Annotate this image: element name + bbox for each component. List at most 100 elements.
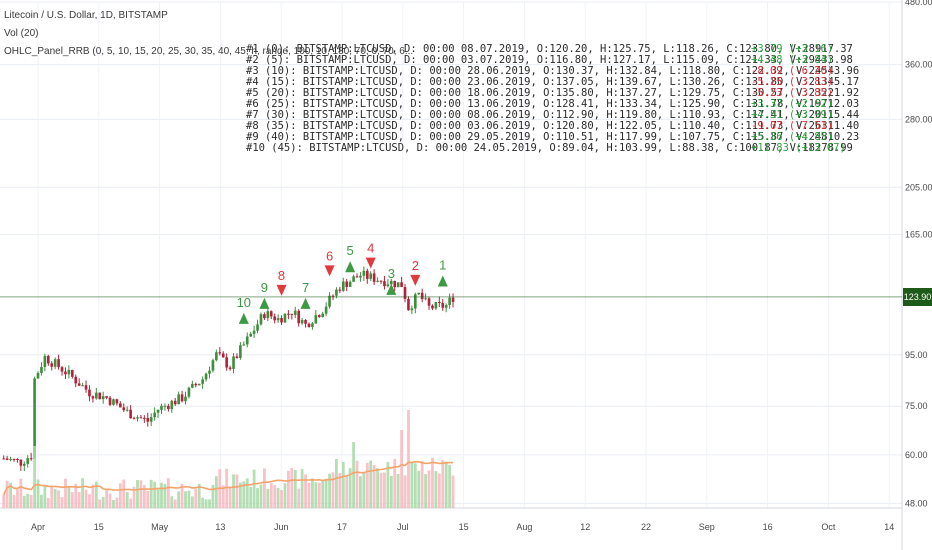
volume-bar xyxy=(112,499,115,508)
volume-bar xyxy=(29,494,33,508)
panel-row-change: -5.25 (-3.83) xyxy=(751,76,834,88)
candle-body xyxy=(396,282,400,288)
volume-bar xyxy=(9,482,12,508)
marker-label: 7 xyxy=(302,280,309,295)
candle-body xyxy=(400,282,403,288)
volume-bar xyxy=(211,484,215,508)
volume-bar xyxy=(170,496,174,508)
candle-body xyxy=(16,459,19,461)
candle-body xyxy=(314,315,318,324)
candle-body xyxy=(112,399,115,405)
candle-body xyxy=(163,405,167,407)
volume-bar xyxy=(341,461,345,508)
volume-bar xyxy=(338,473,342,508)
x-tick-label: 15 xyxy=(94,522,104,532)
panel-row-change: +3.37 (+2.62) xyxy=(751,98,834,110)
candle-body xyxy=(53,359,57,367)
panel-row-change: +11.83 (+13.07) xyxy=(751,142,846,154)
candle-body xyxy=(46,355,50,364)
volume-bar xyxy=(153,481,157,508)
panel-row-change: -5.23 (-3.85) xyxy=(751,87,834,99)
volume-bar xyxy=(293,469,297,508)
candle-body xyxy=(12,458,16,460)
candle-body xyxy=(84,385,88,390)
candle-body xyxy=(232,356,235,369)
volume-bar xyxy=(276,487,280,508)
panel-row: #4 (15): BITSTAMP:LTCUSD, D: 00:00 23.06… xyxy=(246,77,859,88)
candle-body xyxy=(451,297,455,302)
volume-bar xyxy=(173,499,177,508)
volume-bar xyxy=(125,492,129,508)
x-tick-label: 22 xyxy=(641,522,651,532)
candle-body xyxy=(287,313,290,315)
y-tick-label: 205.00 xyxy=(905,182,932,192)
candle-body xyxy=(359,275,362,278)
panel-row: #7 (30): BITSTAMP:LTCUSD, D: 00:00 08.06… xyxy=(246,110,859,121)
candle-body xyxy=(101,396,105,400)
volume-bar xyxy=(180,483,184,508)
volume-bar xyxy=(413,463,417,508)
candle-body xyxy=(173,400,177,405)
x-tick-label: May xyxy=(151,522,169,532)
volume-bar xyxy=(60,497,64,508)
candle-body xyxy=(369,273,373,279)
candle-body xyxy=(170,400,174,410)
candle-body xyxy=(307,323,311,328)
volume-bar xyxy=(245,478,249,508)
volume-bar xyxy=(139,480,143,508)
panel-row: #3 (10): BITSTAMP:LTCUSD, D: 00:00 28.06… xyxy=(246,66,859,77)
y-tick-label: 280.00 xyxy=(905,114,932,124)
candle-body xyxy=(376,280,379,282)
volume-bar xyxy=(273,485,277,508)
candle-body xyxy=(431,305,434,309)
candle-body xyxy=(417,292,421,295)
marker-up-arrow xyxy=(345,261,356,273)
candle-body xyxy=(180,394,184,402)
volume-bar xyxy=(427,470,431,508)
candle-body xyxy=(81,385,84,387)
panel-row-text: #3 (10): BITSTAMP:LTCUSD, D: 00:00 28.06… xyxy=(246,65,860,77)
volume-bar xyxy=(283,483,287,508)
candle-body xyxy=(132,418,136,420)
candle-body xyxy=(441,302,445,308)
candle-body xyxy=(331,295,335,297)
candle-body xyxy=(290,313,294,315)
volume-bar xyxy=(345,476,349,508)
candle-body xyxy=(105,396,108,398)
volume-bar xyxy=(362,472,366,508)
volume-bar xyxy=(235,474,239,508)
candle-body xyxy=(280,317,283,323)
volume-bar xyxy=(105,489,109,508)
volume-bar xyxy=(256,488,259,508)
volume-bar xyxy=(197,483,201,508)
marker-label: 9 xyxy=(261,280,268,295)
volume-bar xyxy=(262,468,266,508)
candle-body xyxy=(273,316,276,321)
volume-bar xyxy=(94,481,98,508)
candle-body xyxy=(67,369,71,375)
candle-body xyxy=(36,373,40,379)
volume-bar xyxy=(376,468,379,508)
volume-bar xyxy=(311,478,314,508)
panel-row: #10 (45): BITSTAMP:LTCUSD, D: 00:00 24.0… xyxy=(246,143,859,154)
y-tick-label: 48.00 xyxy=(905,498,928,508)
candle-body xyxy=(177,394,180,405)
candle-body xyxy=(269,311,273,317)
volume-bar xyxy=(393,458,397,508)
volume-bar xyxy=(101,496,105,508)
volume-bar xyxy=(118,483,122,508)
candle-body xyxy=(242,344,246,346)
panel-row: #8 (35): BITSTAMP:LTCUSD, D: 00:00 03.06… xyxy=(246,121,859,132)
volume-bar xyxy=(64,478,67,508)
volume-bar xyxy=(335,458,338,508)
volume-bar xyxy=(156,487,160,508)
candle-body xyxy=(410,308,414,311)
panel-row-text: #7 (30): BITSTAMP:LTCUSD, D: 00:00 08.06… xyxy=(246,109,860,121)
marker-label: 2 xyxy=(412,258,419,273)
candle-body xyxy=(386,284,390,287)
candle-body xyxy=(297,310,301,324)
candle-body xyxy=(88,389,91,397)
panel-row-change: -9.07 (-7.51) xyxy=(751,120,834,132)
